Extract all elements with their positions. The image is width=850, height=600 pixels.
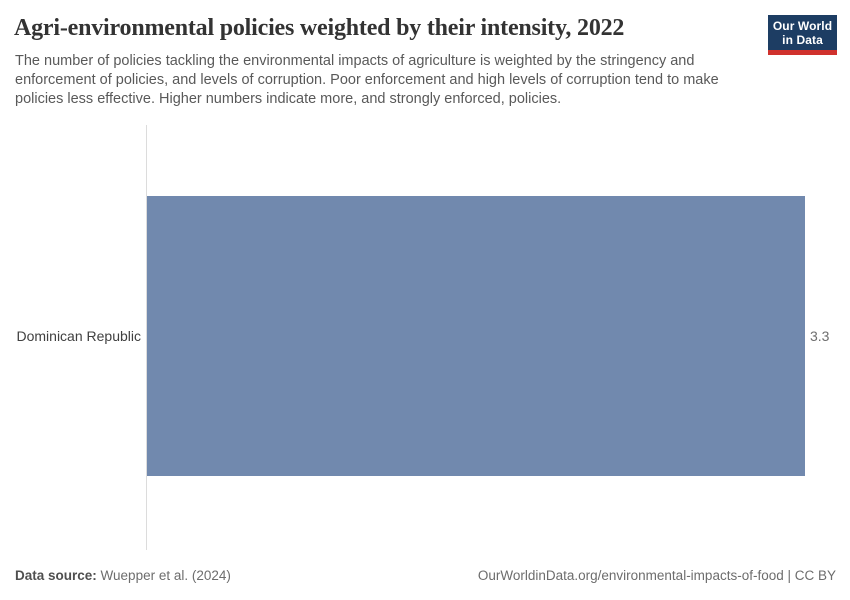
chart-title: Agri-environmental policies weighted by …: [14, 15, 625, 41]
footer-link[interactable]: OurWorldinData.org/environmental-impacts…: [477, 568, 836, 583]
data-source: Data source: Wuepper et al. (2024): [15, 568, 231, 584]
data-source-value: Wuepper et al. (2024): [100, 568, 231, 583]
data-source-label: Data source:: [15, 568, 97, 583]
plot-area: [147, 196, 805, 476]
chart-subtitle: The number of policies tackling the envi…: [15, 53, 719, 107]
y-axis-line: [146, 125, 147, 550]
value-label: 3.3: [810, 328, 830, 344]
entity-label: Dominican Republic: [16, 328, 141, 344]
owid-logo[interactable]: Our World in Data: [768, 15, 837, 55]
owid-logo-line1: Our World: [772, 19, 833, 33]
owid-logo-line2: in Data: [782, 33, 823, 47]
bar-dominican-republic[interactable]: [147, 196, 805, 476]
